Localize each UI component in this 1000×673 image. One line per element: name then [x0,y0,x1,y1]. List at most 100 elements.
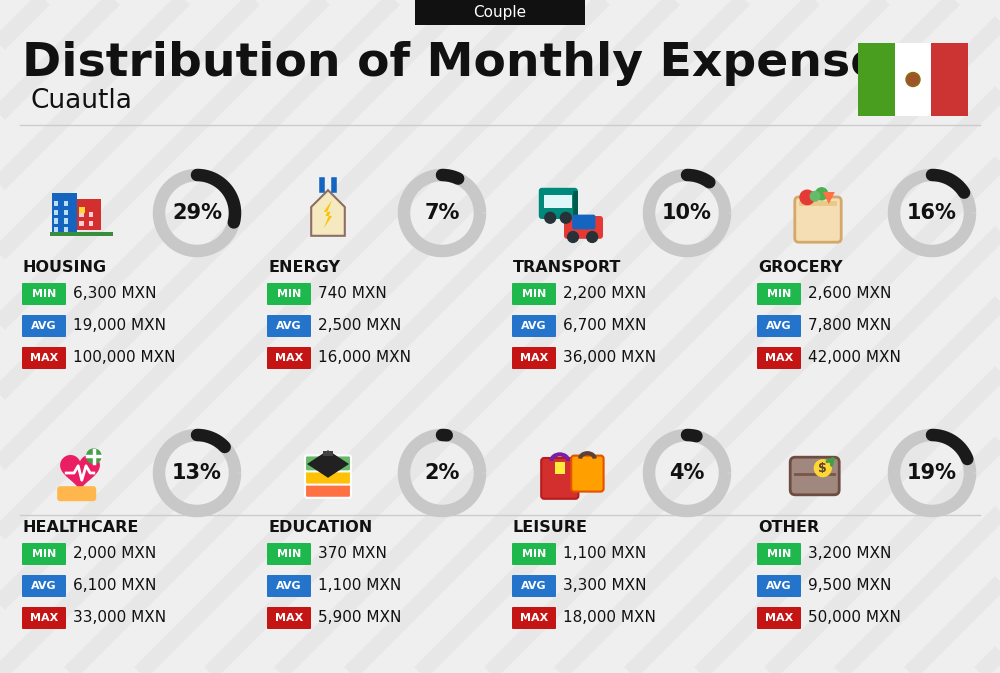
FancyBboxPatch shape [757,315,801,337]
FancyBboxPatch shape [57,486,96,501]
Text: 100,000 MXN: 100,000 MXN [73,351,176,365]
FancyBboxPatch shape [415,0,585,25]
FancyBboxPatch shape [54,227,58,232]
FancyBboxPatch shape [64,201,68,207]
FancyBboxPatch shape [54,201,58,207]
Text: 50,000 MXN: 50,000 MXN [808,610,901,625]
FancyBboxPatch shape [52,192,77,236]
Text: 6,700 MXN: 6,700 MXN [563,318,646,334]
FancyBboxPatch shape [571,456,604,491]
Text: MAX: MAX [520,353,548,363]
Text: 3,300 MXN: 3,300 MXN [563,579,646,594]
Text: AVG: AVG [31,321,57,331]
Text: 5,900 MXN: 5,900 MXN [318,610,401,625]
Text: MAX: MAX [30,353,58,363]
FancyBboxPatch shape [22,575,66,597]
Text: MIN: MIN [277,549,301,559]
FancyBboxPatch shape [858,43,895,116]
Text: 7,800 MXN: 7,800 MXN [808,318,891,334]
Text: 1,100 MXN: 1,100 MXN [318,579,401,594]
FancyBboxPatch shape [22,283,66,305]
Text: 2,200 MXN: 2,200 MXN [563,287,646,302]
Text: 10%: 10% [662,203,712,223]
FancyBboxPatch shape [54,209,58,215]
Text: MAX: MAX [30,613,58,623]
FancyBboxPatch shape [22,607,66,629]
Text: 19,000 MXN: 19,000 MXN [73,318,166,334]
Text: 7%: 7% [424,203,460,223]
FancyBboxPatch shape [64,218,68,223]
Text: 19%: 19% [907,463,957,483]
Text: Couple: Couple [473,5,527,20]
Polygon shape [307,450,349,478]
FancyBboxPatch shape [267,575,311,597]
FancyBboxPatch shape [799,201,837,206]
FancyBboxPatch shape [553,195,563,208]
FancyBboxPatch shape [267,607,311,629]
Text: 16,000 MXN: 16,000 MXN [318,351,411,365]
FancyBboxPatch shape [89,212,93,217]
FancyBboxPatch shape [564,216,603,239]
FancyBboxPatch shape [512,315,556,337]
Text: MIN: MIN [767,549,791,559]
FancyBboxPatch shape [22,347,66,369]
Text: 2,000 MXN: 2,000 MXN [73,546,156,561]
Polygon shape [324,200,332,228]
Circle shape [568,232,578,242]
Text: 13%: 13% [172,463,222,483]
Text: AVG: AVG [521,581,547,591]
Text: $: $ [818,462,827,474]
FancyBboxPatch shape [267,315,311,337]
Text: 36,000 MXN: 36,000 MXN [563,351,656,365]
Polygon shape [311,190,345,236]
Circle shape [906,73,920,87]
Text: HEALTHCARE: HEALTHCARE [23,520,139,536]
FancyBboxPatch shape [541,458,578,499]
Text: AVG: AVG [766,581,792,591]
FancyBboxPatch shape [563,195,572,208]
Text: 3,200 MXN: 3,200 MXN [808,546,891,561]
Text: Cuautla: Cuautla [30,88,132,114]
FancyBboxPatch shape [267,283,311,305]
FancyBboxPatch shape [757,575,801,597]
FancyBboxPatch shape [305,468,351,485]
FancyBboxPatch shape [64,209,68,215]
Text: 1,100 MXN: 1,100 MXN [563,546,646,561]
Circle shape [814,460,831,476]
Text: AVG: AVG [31,581,57,591]
FancyBboxPatch shape [305,482,351,498]
Text: 6,100 MXN: 6,100 MXN [73,579,156,594]
Text: MAX: MAX [765,613,793,623]
Text: 4%: 4% [669,463,705,483]
Text: MIN: MIN [522,289,546,299]
FancyBboxPatch shape [572,215,595,229]
FancyBboxPatch shape [77,199,101,229]
Text: MAX: MAX [275,613,303,623]
Text: MIN: MIN [522,549,546,559]
FancyBboxPatch shape [323,452,333,456]
Text: AVG: AVG [276,581,302,591]
FancyBboxPatch shape [795,197,841,242]
Text: HOUSING: HOUSING [23,260,107,275]
Text: 6,300 MXN: 6,300 MXN [73,287,156,302]
FancyBboxPatch shape [512,347,556,369]
Text: OTHER: OTHER [758,520,819,536]
FancyBboxPatch shape [267,347,311,369]
FancyBboxPatch shape [573,191,578,216]
Circle shape [560,213,571,223]
Text: 33,000 MXN: 33,000 MXN [73,610,166,625]
FancyBboxPatch shape [512,575,556,597]
Text: MIN: MIN [32,549,56,559]
FancyBboxPatch shape [790,457,839,495]
FancyBboxPatch shape [895,43,931,116]
FancyBboxPatch shape [79,207,85,213]
Circle shape [800,190,814,205]
FancyBboxPatch shape [89,221,93,226]
Text: ENERGY: ENERGY [268,260,340,275]
Text: MIN: MIN [277,289,301,299]
FancyBboxPatch shape [512,607,556,629]
Circle shape [810,191,820,201]
Text: 16%: 16% [907,203,957,223]
Text: 370 MXN: 370 MXN [318,546,387,561]
Text: MAX: MAX [765,353,793,363]
